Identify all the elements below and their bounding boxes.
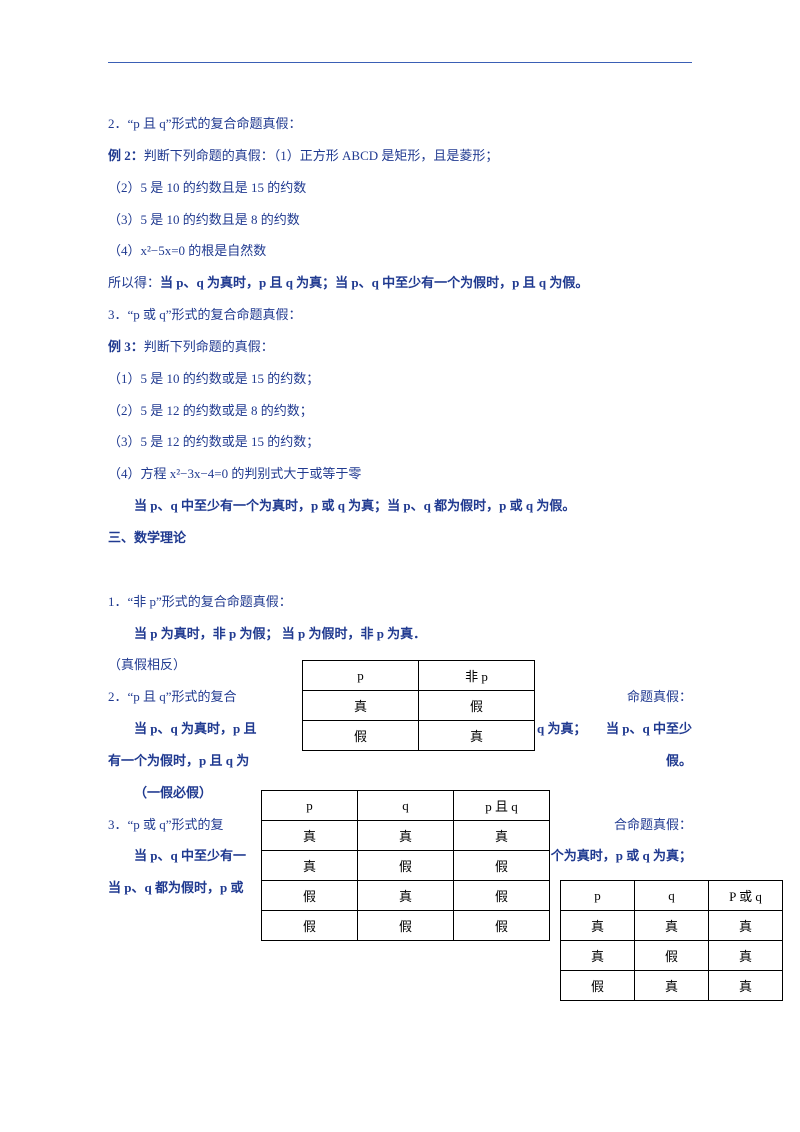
t2-r1c0: 真 bbox=[262, 851, 358, 881]
t2-r0c2: 真 bbox=[454, 821, 550, 851]
heading-3: 3．“p 或 q”形式的复合命题真假： bbox=[108, 299, 692, 331]
t2-h2: p 且 q bbox=[454, 791, 550, 821]
t3-r2c2: 真 bbox=[709, 971, 783, 1001]
ex2-item-2: （2）5 是 10 的约数且是 15 的约数 bbox=[108, 172, 692, 204]
ex2-item-4: （4）x²−5x=0 的根是自然数 bbox=[108, 235, 692, 267]
truth-table-notp: p 非 p 真 假 假 真 bbox=[302, 660, 535, 751]
example-3: 例 3：判断下列命题的真假： bbox=[108, 331, 692, 363]
truth-table-pandq: p q p 且 q 真 真 真 真 假 假 假 真 假 假 假 假 bbox=[261, 790, 550, 941]
row-pq-3-left: 有一个为假时，p 且 q 为 bbox=[108, 745, 249, 777]
section-theory: 三、数学理论 bbox=[108, 522, 692, 554]
t2-r3c2: 假 bbox=[454, 911, 550, 941]
row-pq-2-right: q 为真； 当 p、q 中至少 bbox=[537, 713, 692, 745]
t3-h1: q bbox=[635, 881, 709, 911]
row-pq-3-right: 假。 bbox=[666, 745, 692, 777]
t2-r2c0: 假 bbox=[262, 881, 358, 911]
example-2-text: 判断下列命题的真假：（1）正方形 ABCD 是矩形，且是菱形； bbox=[144, 148, 499, 163]
conclusion-pandq: 所以得：当 p、q 为真时，p 且 q 为真；当 p、q 中至少有一个为假时，p… bbox=[108, 267, 692, 299]
row-pq-2-left: 当 p、q 为真时，p 且 bbox=[108, 713, 256, 745]
example-2-label: 例 2： bbox=[108, 148, 144, 163]
t1-r1c0: 假 bbox=[303, 721, 419, 751]
t2-r1c2: 假 bbox=[454, 851, 550, 881]
truth-table-porq: p q P 或 q 真 真 真 真 假 真 假 真 真 bbox=[560, 880, 783, 1001]
example-3-label: 例 3： bbox=[108, 339, 144, 354]
conclusion-lead: 所以得： bbox=[108, 275, 160, 290]
t2-h1: q bbox=[358, 791, 454, 821]
t1-r0c1: 假 bbox=[419, 691, 535, 721]
notp-rule: 当 p 为真时，非 p 为假； 当 p 为假时，非 p 为真． bbox=[108, 618, 692, 650]
ex3-item-4: （4）方程 x²−3x−4=0 的判别式大于或等于零 bbox=[108, 458, 692, 490]
t2-r0c0: 真 bbox=[262, 821, 358, 851]
row-pq-1-right: 命题真假： bbox=[627, 681, 692, 713]
t2-h0: p bbox=[262, 791, 358, 821]
t3-h0: p bbox=[561, 881, 635, 911]
ex3-item-3: （3）5 是 12 的约数或是 15 的约数； bbox=[108, 426, 692, 458]
example-3-text: 判断下列命题的真假： bbox=[144, 339, 274, 354]
t3-r1c0: 真 bbox=[561, 941, 635, 971]
top-rule bbox=[108, 62, 692, 63]
ex3-item-1: （1）5 是 10 的约数或是 15 的约数； bbox=[108, 363, 692, 395]
t1-h1: 非 p bbox=[419, 661, 535, 691]
ex2-item-3: （3）5 是 10 的约数且是 8 的约数 bbox=[108, 204, 692, 236]
t1-h0: p bbox=[303, 661, 419, 691]
t3-r0c2: 真 bbox=[709, 911, 783, 941]
example-2: 例 2：判断下列命题的真假：（1）正方形 ABCD 是矩形，且是菱形； bbox=[108, 140, 692, 172]
t2-r0c1: 真 bbox=[358, 821, 454, 851]
t3-r1c2: 真 bbox=[709, 941, 783, 971]
t3-h2: P 或 q bbox=[709, 881, 783, 911]
row-porq-2-left: 当 p、q 中至少有一 bbox=[108, 840, 246, 872]
t2-r1c1: 假 bbox=[358, 851, 454, 881]
t2-r3c0: 假 bbox=[262, 911, 358, 941]
t1-r0c0: 真 bbox=[303, 691, 419, 721]
row-porq-3-left: 当 p、q 都为假时，p 或 bbox=[108, 872, 243, 904]
spacer bbox=[108, 554, 692, 586]
t2-r2c1: 真 bbox=[358, 881, 454, 911]
heading-2: 2．“p 且 q”形式的复合命题真假： bbox=[108, 108, 692, 140]
t2-r3c1: 假 bbox=[358, 911, 454, 941]
row-pq-1-left: 2．“p 且 q”形式的复合 bbox=[108, 681, 237, 713]
row-porq-1-right: 合命题真假： bbox=[614, 809, 692, 841]
t2-r2c2: 假 bbox=[454, 881, 550, 911]
t3-r0c0: 真 bbox=[561, 911, 635, 941]
notp-heading: 1．“非 p”形式的复合命题真假： bbox=[108, 586, 692, 618]
t1-r1c1: 真 bbox=[419, 721, 535, 751]
t3-r0c1: 真 bbox=[635, 911, 709, 941]
conclusion-bold: 当 p、q 为真时，p 且 q 为真；当 p、q 中至少有一个为假时，p 且 q… bbox=[160, 275, 588, 290]
ex3-item-2: （2）5 是 12 的约数或是 8 的约数； bbox=[108, 395, 692, 427]
row-porq-1-left: 3．“p 或 q”形式的复 bbox=[108, 809, 224, 841]
conclusion-porq: 当 p、q 中至少有一个为真时，p 或 q 为真；当 p、q 都为假时，p 或 … bbox=[108, 490, 692, 522]
t3-r1c1: 假 bbox=[635, 941, 709, 971]
row-porq-2-right: 个为真时，p 或 q 为真； bbox=[551, 840, 692, 872]
t3-r2c0: 假 bbox=[561, 971, 635, 1001]
t3-r2c1: 真 bbox=[635, 971, 709, 1001]
